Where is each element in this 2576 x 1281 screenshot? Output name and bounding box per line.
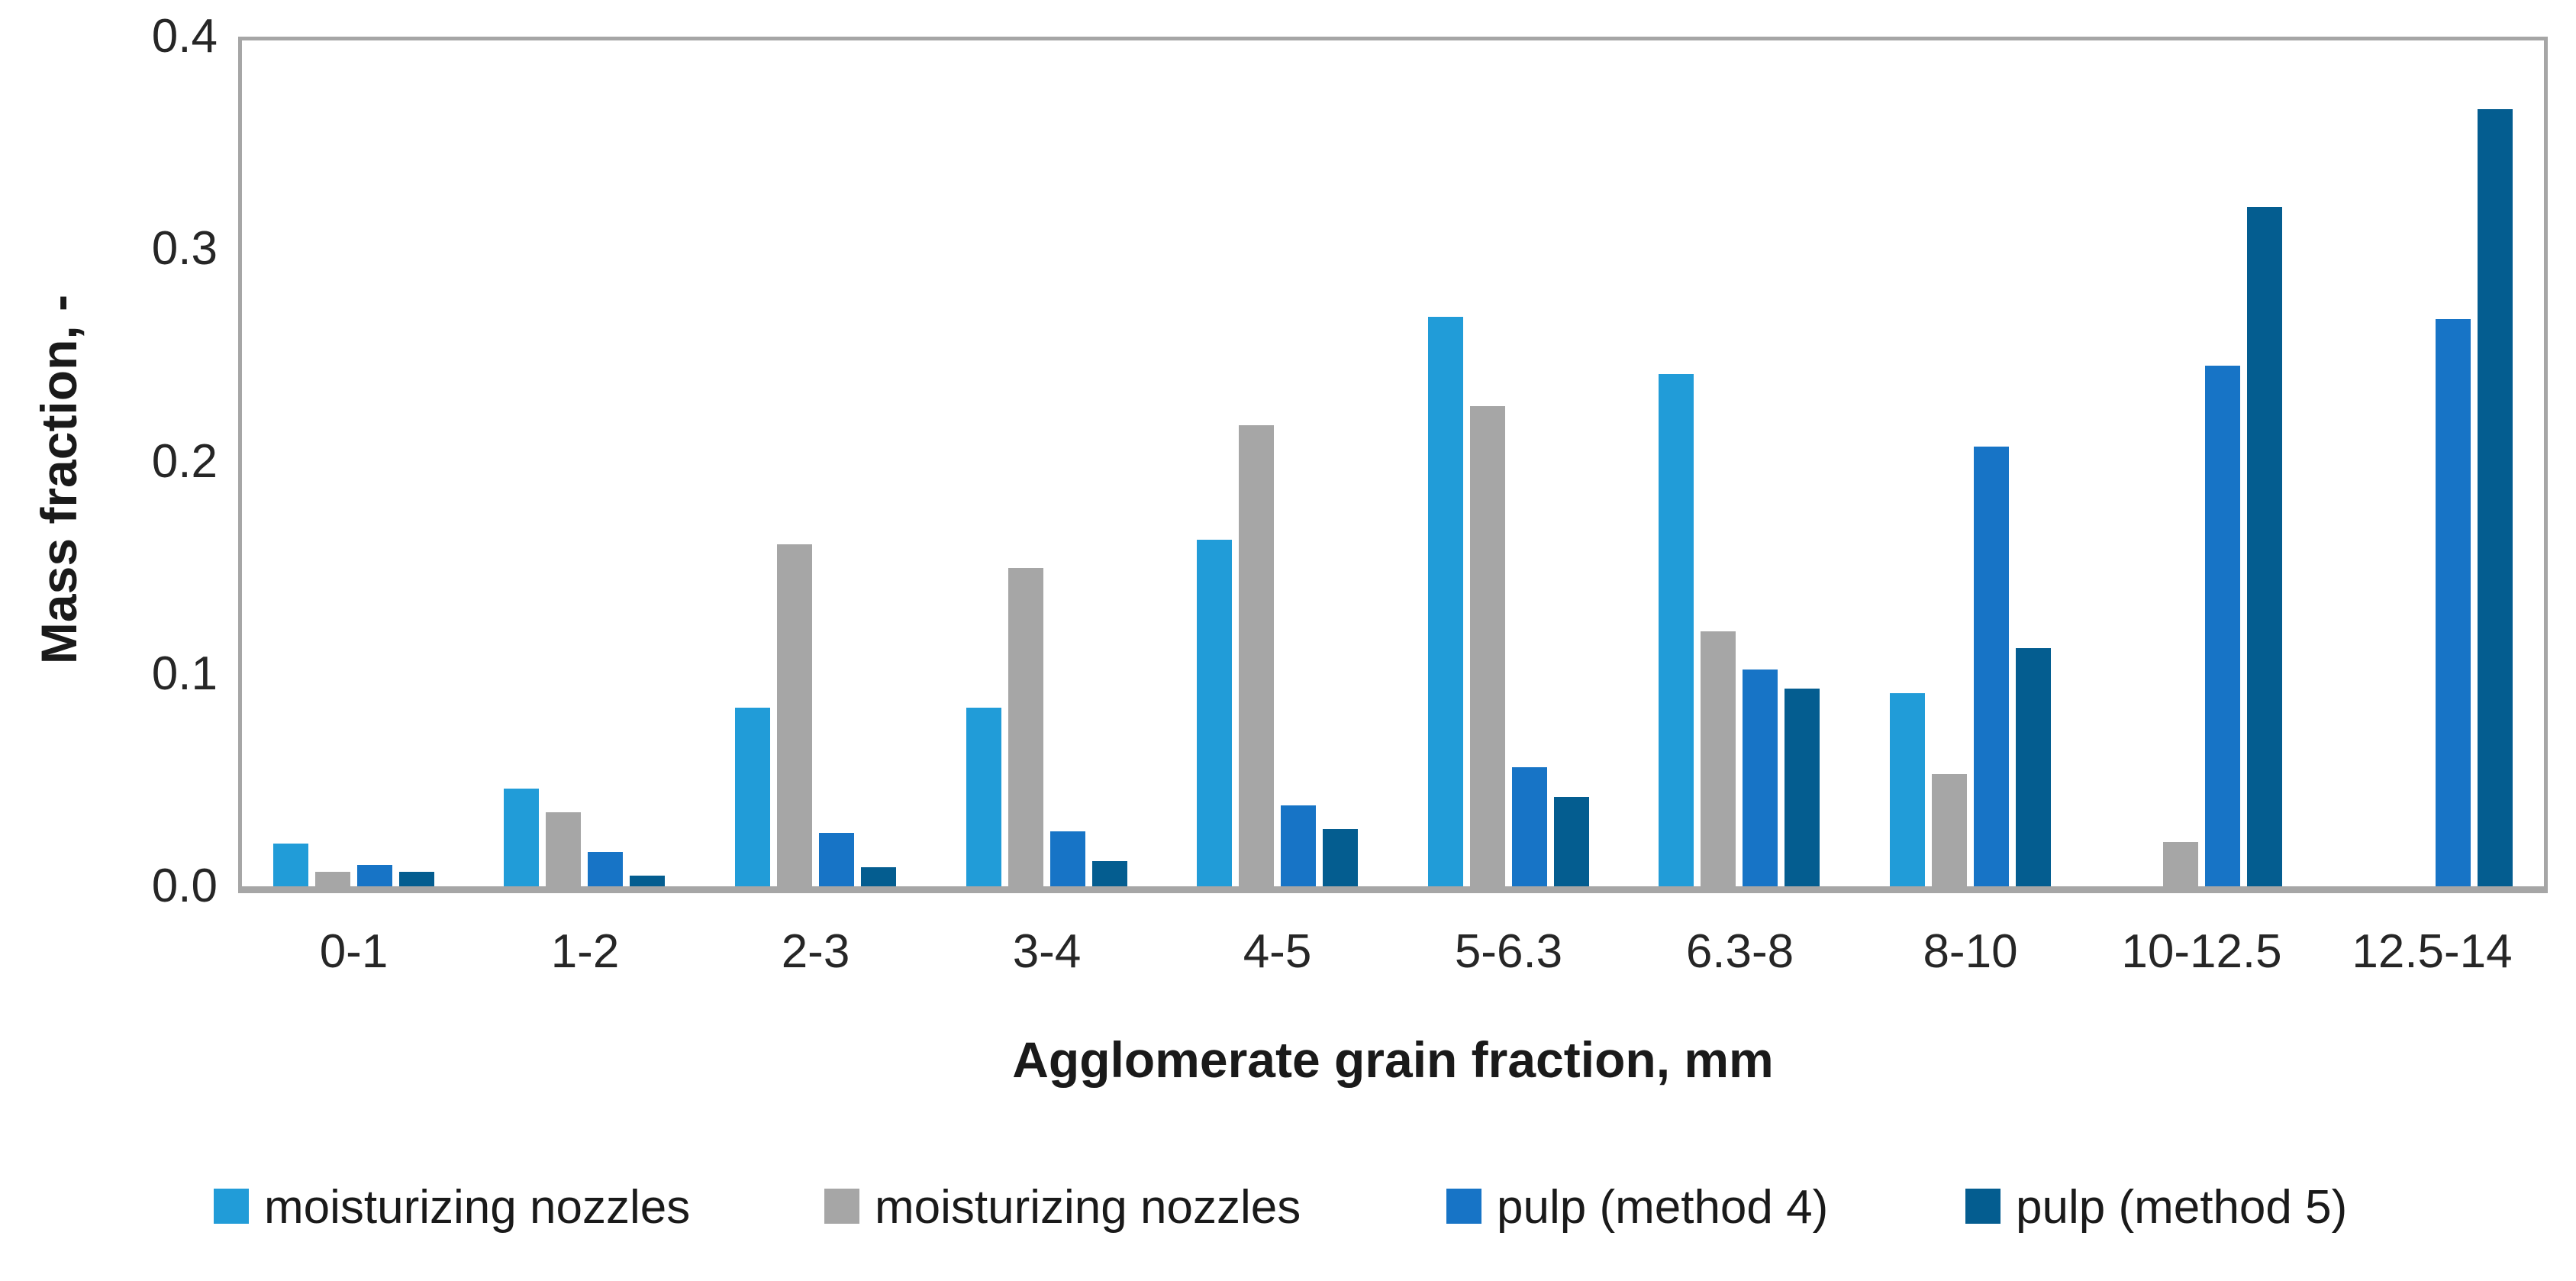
- bar-series1-8-10: [1890, 693, 1925, 886]
- bar-series3-1-2: [588, 852, 623, 886]
- bar-series2-6.3-8: [1701, 631, 1736, 886]
- bar-series2-1-2: [546, 812, 581, 886]
- legend-label: pulp (method 5): [2016, 1181, 2348, 1234]
- bar-series3-6.3-8: [1743, 670, 1778, 886]
- legend-label: moisturizing nozzles: [875, 1181, 1301, 1234]
- bar-series3-3-4: [1050, 831, 1085, 886]
- bar-series2-4-5: [1239, 425, 1274, 886]
- bar-series2-2-3: [777, 544, 812, 886]
- x-tick-label-8-10: 8-10: [1923, 925, 2018, 978]
- x-tick-label-4-5: 4-5: [1243, 925, 1312, 978]
- bar-series2-5-6.3: [1470, 406, 1505, 886]
- legend-swatch-icon: [824, 1189, 859, 1224]
- bar-series4-10-12.5: [2247, 207, 2282, 886]
- bar-series2-8-10: [1932, 774, 1967, 886]
- bar-series1-4-5: [1197, 540, 1232, 886]
- x-axis-title: Agglomerate grain fraction, mm: [1012, 1031, 1774, 1088]
- x-tick-label-5-6.3: 5-6.3: [1454, 925, 1563, 978]
- bar-series3-5-6.3: [1512, 767, 1547, 886]
- x-tick-label-2-3: 2-3: [781, 925, 850, 978]
- bar-series1-0-1: [273, 844, 308, 886]
- bar-series1-5-6.3: [1428, 317, 1463, 886]
- bar-series4-4-5: [1323, 829, 1358, 886]
- bar-series4-3-4: [1092, 861, 1127, 886]
- bar-series3-4-5: [1281, 805, 1316, 886]
- bar-series1-2-3: [735, 708, 770, 886]
- bar-series4-0-1: [399, 872, 434, 886]
- x-tick-label-10-12.5: 10-12.5: [2121, 925, 2282, 978]
- y-tick-label-0.4: 0.4: [151, 10, 218, 63]
- legend-swatch-icon: [1446, 1189, 1481, 1224]
- legend-swatch-icon: [214, 1189, 249, 1224]
- bar-series2-3-4: [1008, 568, 1043, 886]
- bar-series3-8-10: [1974, 447, 2009, 886]
- bar-series4-2-3: [861, 867, 896, 886]
- y-tick-label-0.2: 0.2: [151, 435, 218, 488]
- y-tick-label-0.1: 0.1: [151, 647, 218, 700]
- bar-series1-1-2: [504, 789, 539, 886]
- bar-series2-0-1: [315, 872, 350, 886]
- bar-series4-6.3-8: [1785, 689, 1820, 886]
- x-tick-label-0-1: 0-1: [319, 925, 388, 978]
- bar-series1-6.3-8: [1659, 374, 1694, 886]
- legend-swatch-icon: [1965, 1189, 2001, 1224]
- x-tick-label-12.5-14: 12.5-14: [2352, 925, 2513, 978]
- bar-series4-5-6.3: [1554, 797, 1589, 886]
- bar-series3-2-3: [819, 833, 854, 886]
- bar-series4-8-10: [2016, 648, 2051, 886]
- y-tick-label-0.0: 0.0: [151, 860, 218, 912]
- bar-series3-10-12.5: [2205, 366, 2240, 886]
- x-tick-label-3-4: 3-4: [1012, 925, 1082, 978]
- y-tick-label-0.3: 0.3: [151, 222, 218, 275]
- bar-series3-0-1: [357, 865, 392, 886]
- bar-series3-12.5-14: [2436, 319, 2471, 886]
- x-tick-label-6.3-8: 6.3-8: [1685, 925, 1794, 978]
- bar-series1-3-4: [966, 708, 1001, 886]
- legend-label: moisturizing nozzles: [264, 1181, 691, 1234]
- legend-label: pulp (method 4): [1497, 1181, 1829, 1234]
- bar-series2-10-12.5: [2163, 842, 2198, 886]
- bar-series4-12.5-14: [2478, 109, 2513, 886]
- bar-series4-1-2: [630, 876, 665, 886]
- x-tick-label-1-2: 1-2: [550, 925, 620, 978]
- plot-area: [238, 37, 2548, 893]
